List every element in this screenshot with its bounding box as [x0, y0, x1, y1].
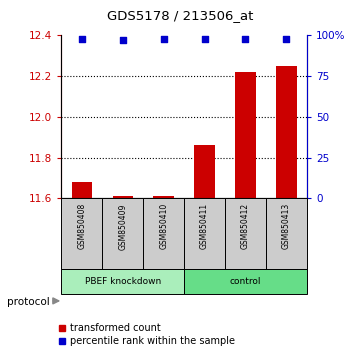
Bar — [235, 72, 256, 198]
Text: GSM850408: GSM850408 — [77, 203, 86, 250]
Text: PBEF knockdown: PBEF knockdown — [84, 277, 161, 286]
Bar — [225, 198, 266, 269]
Point — [283, 36, 289, 41]
Point — [79, 36, 85, 41]
Bar — [143, 198, 184, 269]
Point — [161, 36, 166, 41]
Text: GSM850411: GSM850411 — [200, 203, 209, 249]
Legend: transformed count, percentile rank within the sample: transformed count, percentile rank withi… — [59, 324, 235, 346]
Bar — [102, 198, 143, 269]
Bar — [184, 269, 307, 294]
Text: control: control — [230, 277, 261, 286]
Text: GSM850412: GSM850412 — [241, 203, 250, 249]
Bar — [276, 66, 297, 198]
Point — [243, 36, 248, 41]
Point — [120, 38, 126, 43]
Bar — [153, 196, 174, 198]
Bar — [194, 145, 215, 198]
Bar — [61, 198, 102, 269]
Text: GSM850410: GSM850410 — [159, 203, 168, 250]
Text: GSM850409: GSM850409 — [118, 203, 127, 250]
Text: GDS5178 / 213506_at: GDS5178 / 213506_at — [107, 10, 254, 22]
Bar — [61, 269, 184, 294]
Bar — [184, 198, 225, 269]
Bar — [113, 196, 133, 198]
Bar — [266, 198, 307, 269]
Text: protocol: protocol — [7, 297, 50, 307]
Text: GSM850413: GSM850413 — [282, 203, 291, 250]
Point — [202, 36, 208, 41]
Bar — [71, 182, 92, 198]
